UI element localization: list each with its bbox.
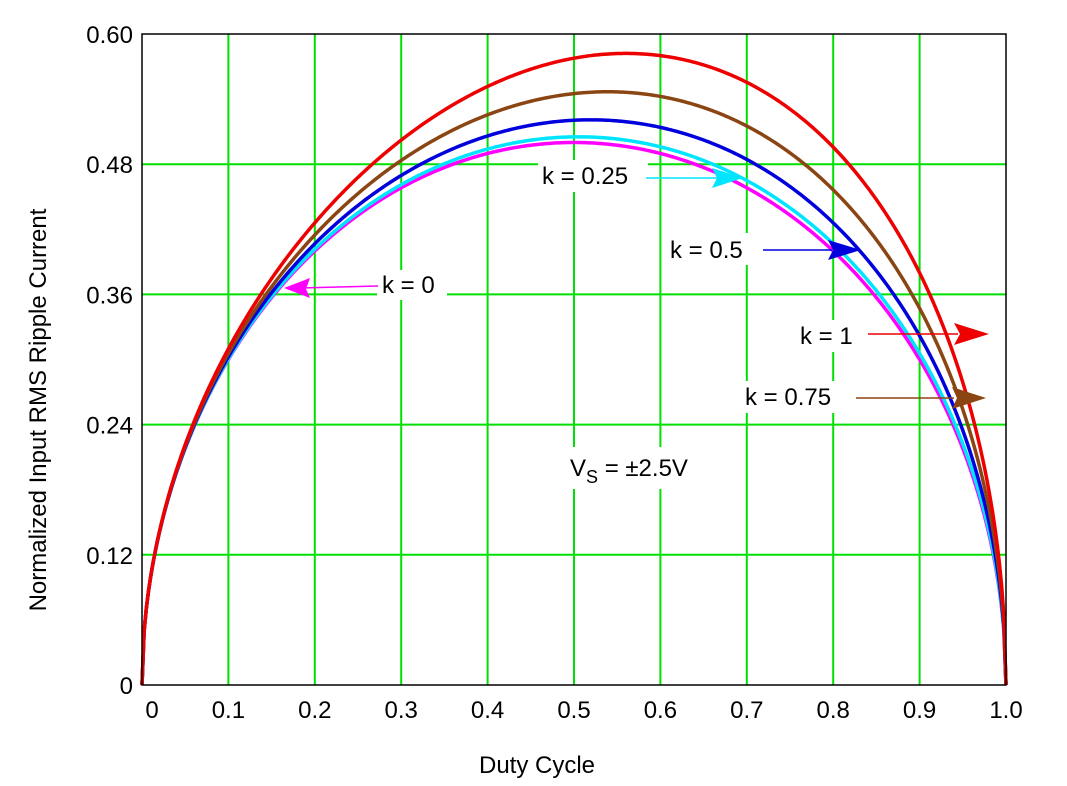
annotation-k075: k = 0.75 <box>740 381 986 413</box>
x-tick-label: 1.0 <box>989 697 1022 724</box>
y-tick-label: 0.48 <box>86 152 133 179</box>
annotation-k0: k = 0 <box>284 270 447 300</box>
label-k075: k = 0.75 <box>745 384 831 411</box>
series-line-k-1 <box>140 51 1008 686</box>
annotation-k025: k = 0.25 <box>538 160 743 192</box>
y-tick-label: 0 <box>120 673 133 700</box>
x-tick-label: 0.9 <box>903 697 936 724</box>
y-tick-label: 0.36 <box>86 282 133 309</box>
grid-lines <box>142 34 1006 685</box>
x-tick-label: 0.4 <box>471 697 504 724</box>
x-tick-label: 0.7 <box>730 697 763 724</box>
x-tick-label: 0.6 <box>644 697 677 724</box>
y-tick-label: 0.12 <box>86 543 133 570</box>
annotation-vs: VS = ±2.5V <box>558 447 726 489</box>
x-tick-label: 0.1 <box>212 697 245 724</box>
label-vs-rest: = ±2.5V <box>598 455 688 482</box>
label-vs: VS = ±2.5V <box>570 455 688 487</box>
label-k025: k = 0.25 <box>542 163 628 190</box>
x-tick-label: 0.2 <box>298 697 331 724</box>
x-tick-label: 0.3 <box>385 697 418 724</box>
label-k0: k = 0 <box>382 272 435 299</box>
series-curves <box>140 51 1008 686</box>
x-tick-labels: 0 0.1 0.2 0.3 0.4 0.5 0.6 0.7 0.8 0.9 1.0 <box>145 697 1022 724</box>
y-tick-labels: 0 0.12 0.24 0.36 0.48 0.60 <box>86 22 133 700</box>
series-line-k-0_75 <box>140 90 1008 686</box>
y-tick-label: 0.24 <box>86 413 133 440</box>
series-line-k-0_25 <box>140 135 1008 686</box>
label-k1: k = 1 <box>800 323 853 350</box>
label-vs-sub: S <box>586 467 598 487</box>
plot-frame <box>141 33 1007 686</box>
x-axis-label: Duty Cycle <box>479 752 595 779</box>
annotation-k05: k = 0.5 <box>666 233 861 265</box>
y-tick-label: 0.60 <box>86 22 133 49</box>
x-tick-label: 0 <box>145 697 158 724</box>
label-vs-main: V <box>570 455 586 482</box>
x-tick-label: 0.5 <box>557 697 590 724</box>
annotation-k1: k = 1 <box>794 320 989 352</box>
label-k05: k = 0.5 <box>670 237 743 264</box>
series-line-k-0_5 <box>140 118 1008 686</box>
x-tick-label: 0.8 <box>817 697 850 724</box>
y-axis-label: Normalized Input RMS Ripple Current <box>25 208 52 611</box>
